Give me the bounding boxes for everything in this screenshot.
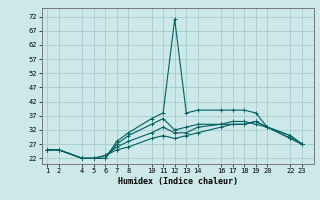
X-axis label: Humidex (Indice chaleur): Humidex (Indice chaleur) (118, 177, 237, 186)
